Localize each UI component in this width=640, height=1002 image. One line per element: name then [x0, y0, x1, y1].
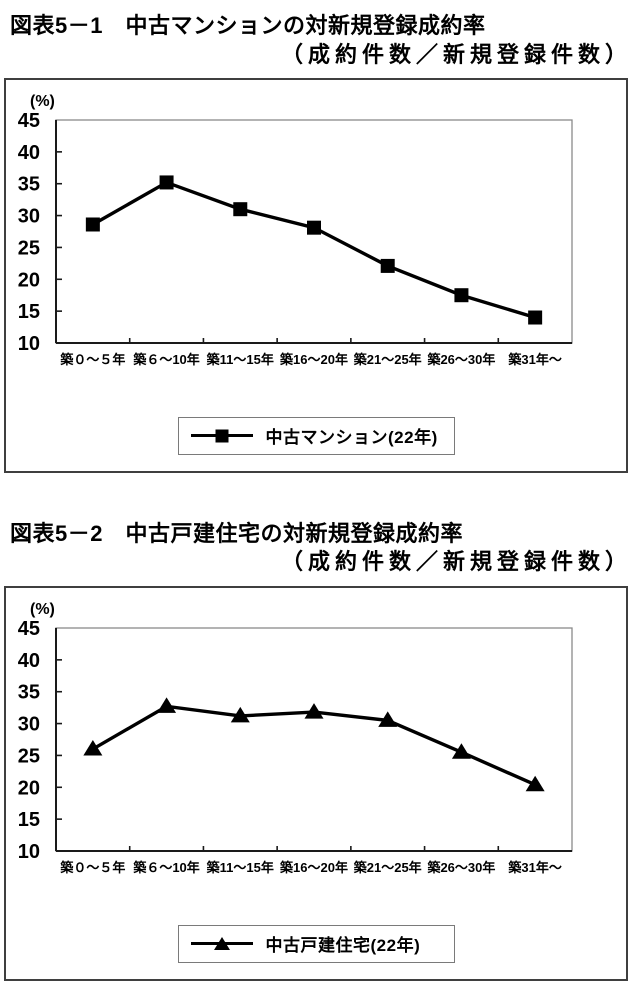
x-tick-label: 築16～20年	[279, 352, 348, 367]
y-tick-label: 20	[18, 777, 40, 799]
figure2-legend-marker	[190, 936, 253, 952]
x-tick-label: 築21～25年	[353, 860, 422, 875]
y-tick-label: 25	[18, 745, 40, 767]
x-tick-label: 築11～15年	[206, 352, 274, 367]
y-tick-label: 35	[18, 174, 40, 196]
y-tick-label: 20	[18, 269, 40, 291]
figure1-legend-marker	[190, 428, 253, 444]
x-tick-label: 築26～30年	[426, 860, 495, 875]
figure1-legend: 中古マンション(22年)	[177, 416, 455, 455]
x-tick-label: 築０～５年	[59, 352, 125, 367]
data-point-square	[85, 217, 100, 232]
x-tick-label: 築31年～	[507, 860, 561, 875]
x-tick-label: 築31年～	[507, 352, 561, 367]
data-line	[92, 180, 536, 320]
figure1-legend-label: 中古マンション(22年)	[265, 428, 438, 448]
data-point-triangle	[230, 706, 250, 723]
y-tick-label: 40	[18, 650, 40, 672]
data-point-square	[159, 175, 174, 190]
figure2-line-chart: (%) 10 15 20 25 30 35 40 45 築０～５年 築６～10年 築11～15年 築16…	[18, 601, 573, 875]
plot-area	[55, 627, 573, 852]
y-tick-label: 40	[18, 142, 40, 164]
x-tick-label: 築16～20年	[279, 860, 348, 875]
square-marker-icon	[215, 429, 228, 443]
y-tick-label: 45	[18, 110, 40, 132]
data-point-triangle	[525, 775, 545, 792]
figure1-line-chart: (%) 10 15 20 25 30 35 40 45 築０～５年 築６～10年 築11～15年 築16…	[18, 93, 573, 367]
x-tick-label: 築６～10年	[132, 352, 199, 367]
figure1-chart-box: (%) 10 15 20 25 30 35 40 45 築０～５年 築６～10年 築11～15年 築16…	[4, 77, 628, 473]
x-tick-label: 築６～10年	[132, 860, 199, 875]
x-tick-label: 築11～15年	[206, 860, 274, 875]
data-point-triangle	[378, 711, 398, 727]
figure-2: 図表5－2 中古戸建住宅の対新規登録成約率 （成約件数／新規登録件数） (%) 1…	[0, 520, 640, 981]
figure1-subtitle: （成約件数／新規登録件数）	[280, 41, 632, 67]
data-point-square	[307, 220, 321, 235]
y-tick-label: 45	[18, 618, 40, 640]
figure-1: 図表5－1 中古マンションの対新規登録成約率 （成約件数／新規登録件数） (%)…	[0, 12, 640, 473]
y-tick-label: 10	[18, 333, 40, 355]
data-point-square	[528, 310, 543, 325]
y-axis-unit-label: (%)	[30, 601, 55, 618]
triangle-marker-icon	[213, 936, 230, 950]
y-tick-label: 30	[18, 713, 40, 735]
figure2-title: 図表5－2 中古戸建住宅の対新規登録成約率	[10, 520, 463, 546]
figure2-chart-box: (%) 10 15 20 25 30 35 40 45 築０～５年 築６～10年 築11～15年 築16…	[4, 585, 628, 981]
y-tick-label: 30	[18, 205, 40, 227]
data-point-triangle	[304, 702, 324, 719]
x-tick-label: 築21～25年	[353, 352, 422, 367]
y-tick-label: 25	[18, 237, 40, 259]
y-axis-unit-label: (%)	[30, 93, 55, 110]
data-point-triangle	[451, 743, 471, 759]
y-tick-label: 10	[18, 841, 40, 863]
figure2-legend: 中古戸建住宅(22年)	[177, 924, 455, 963]
y-tick-label: 35	[18, 681, 40, 703]
y-tick-label: 15	[18, 301, 40, 323]
y-tick-label: 15	[18, 809, 40, 831]
figure2-legend-label: 中古戸建住宅(22年)	[265, 936, 421, 956]
data-point-square	[454, 288, 469, 303]
figure1-title: 図表5－1 中古マンションの対新規登録成約率	[10, 13, 486, 38]
data-point-triangle	[83, 739, 103, 756]
x-tick-label: 築０～５年	[59, 860, 125, 875]
data-point-triangle	[157, 697, 177, 713]
data-point-square	[233, 202, 248, 217]
x-tick-label: 築26～30年	[426, 352, 495, 367]
data-point-square	[380, 258, 395, 273]
figure2-subtitle: （成約件数／新規登録件数）	[280, 549, 632, 575]
